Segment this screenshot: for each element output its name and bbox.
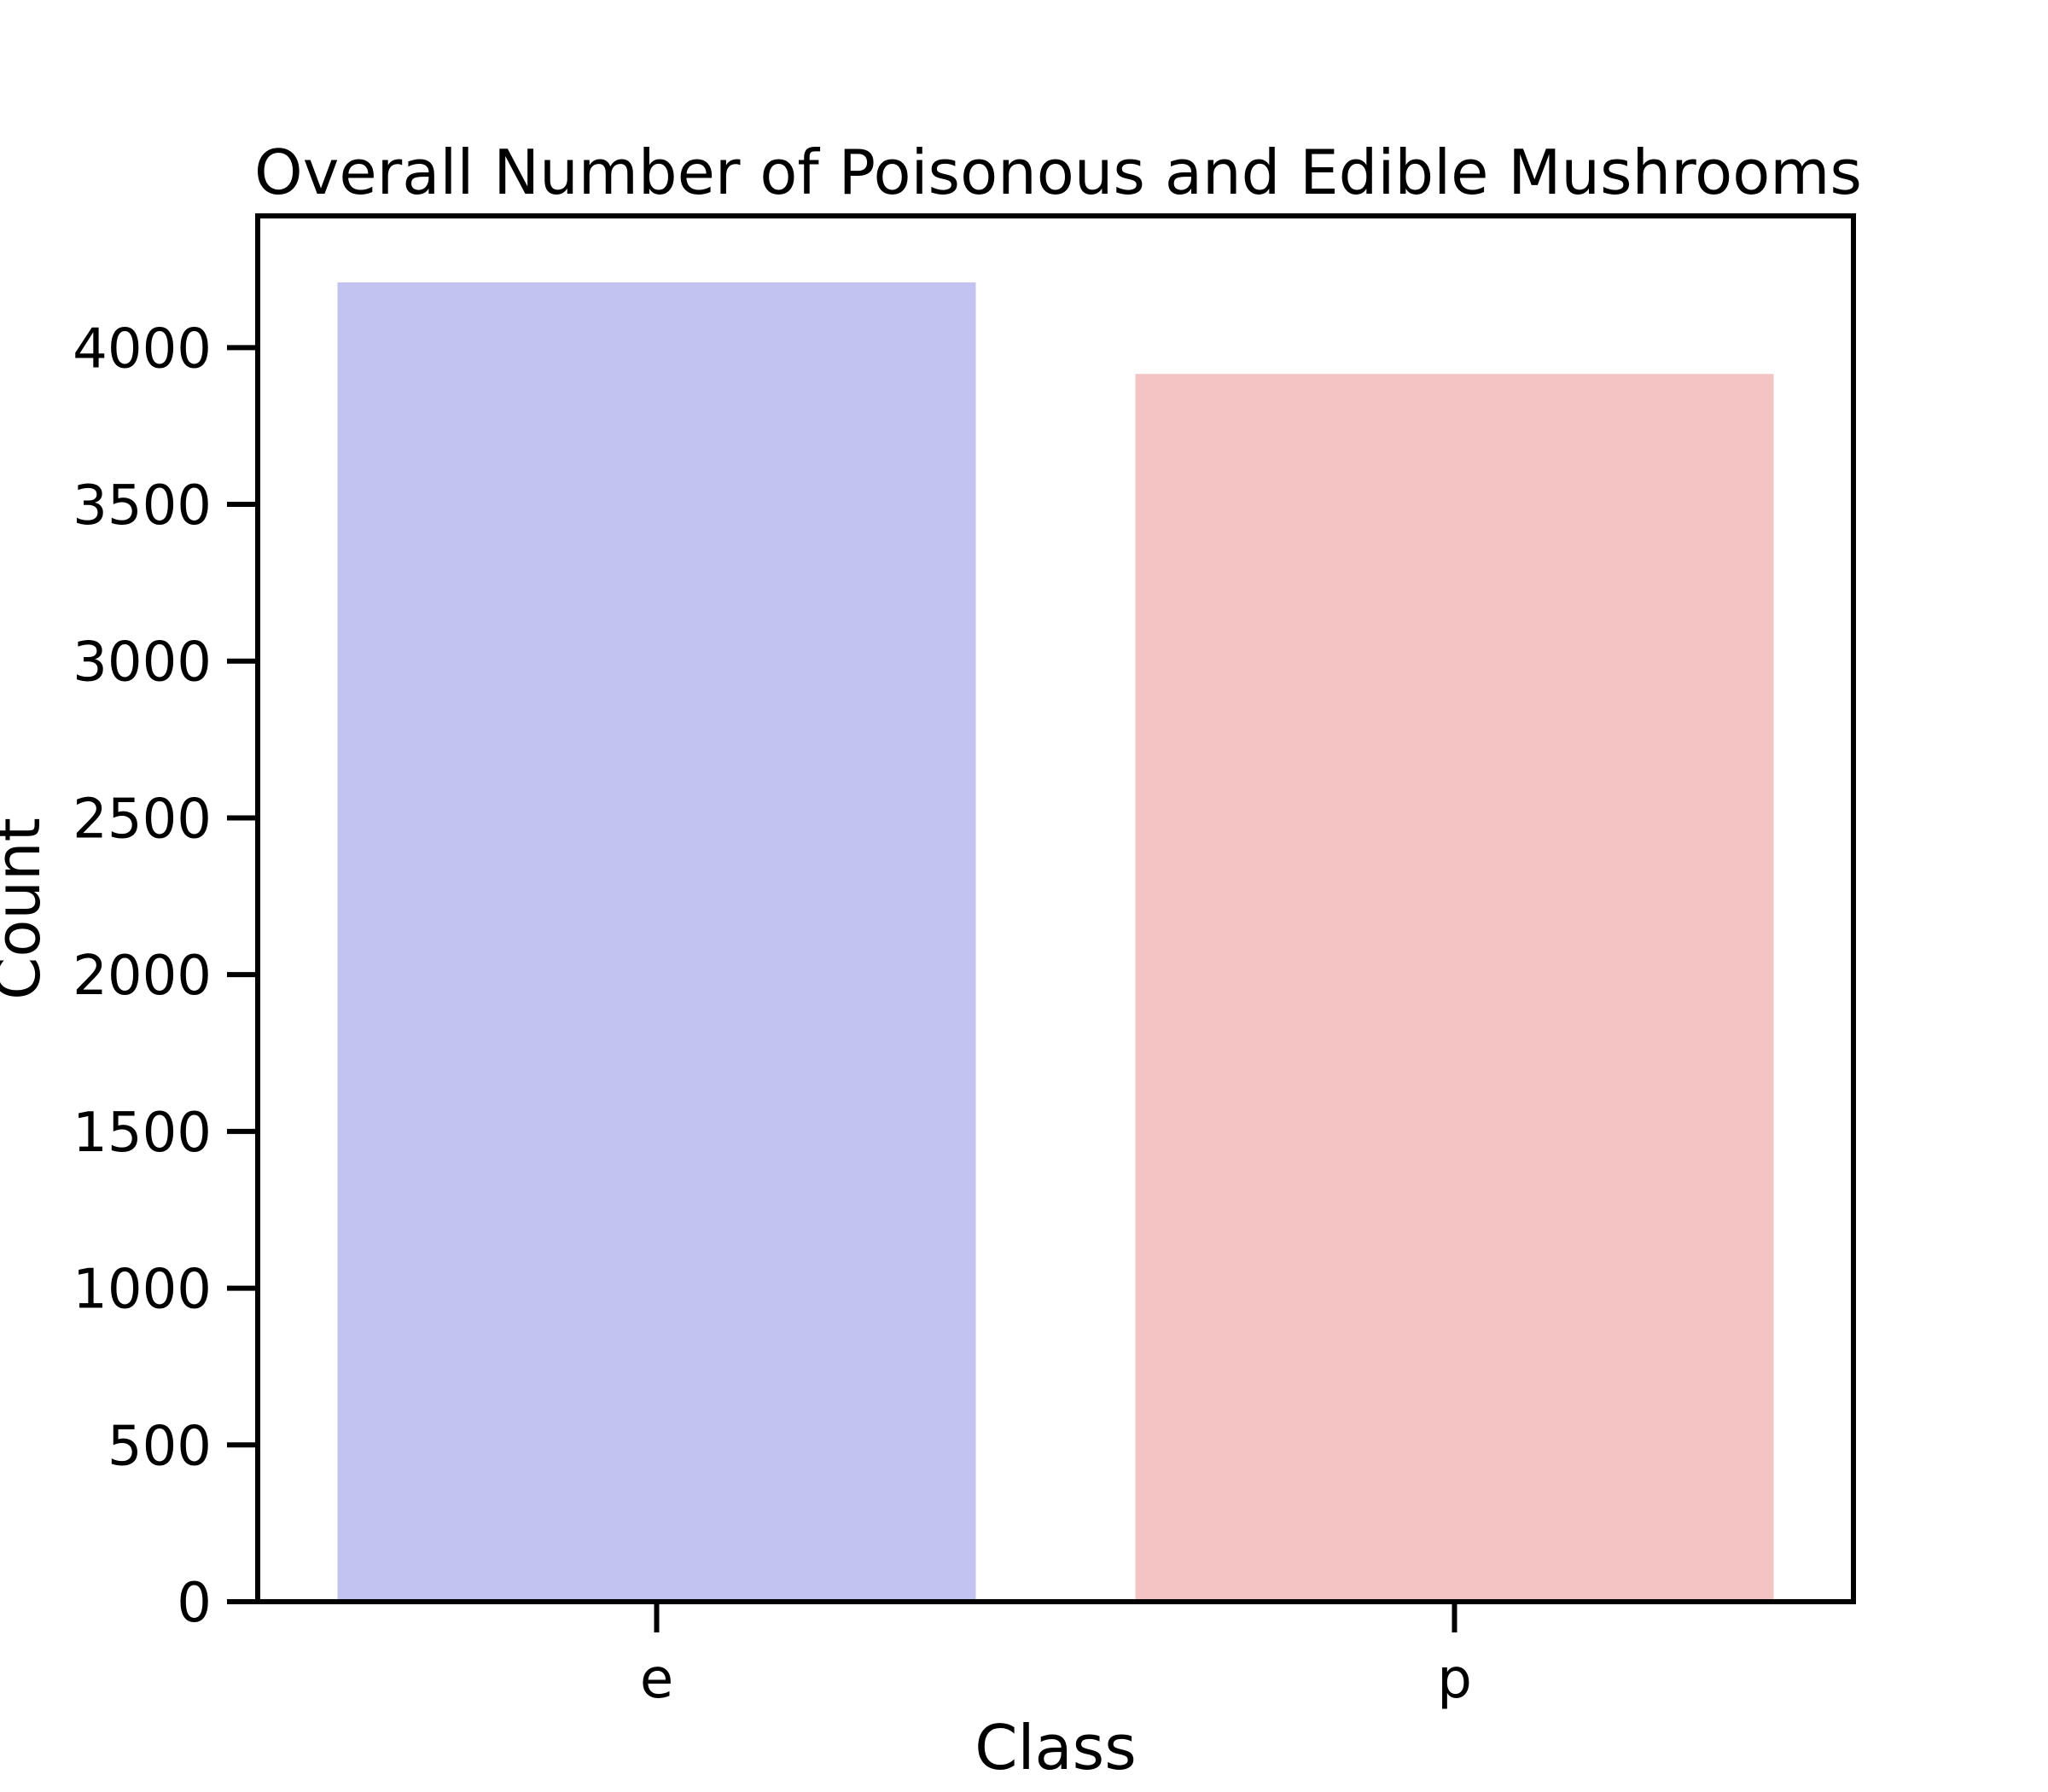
y-tick-label: 2000 (73, 945, 212, 1008)
y-tick-label: 1500 (73, 1102, 212, 1165)
y-tick-label: 3500 (73, 474, 212, 538)
bar-p (1135, 374, 1774, 1603)
y-tick-label: 0 (177, 1572, 212, 1635)
x-tick-label: p (1437, 1648, 1472, 1711)
x-axis-label: Class (975, 1712, 1136, 1783)
chart-title: Overall Number of Poisonous and Edible M… (254, 137, 1862, 208)
y-axis-label: Count (0, 817, 54, 1000)
y-axis-ticks: 0 500 1000 1500 2000 2500 3000 3500 4000 (73, 317, 258, 1635)
plot-frame (255, 213, 1856, 1604)
bars-group (337, 282, 1774, 1603)
y-tick-label: 2500 (73, 788, 212, 851)
y-tick-label: 500 (108, 1415, 212, 1478)
bar-e (337, 282, 976, 1602)
y-tick-label: 4000 (73, 317, 212, 381)
y-tick-label: 3000 (73, 631, 212, 695)
x-tick-label: e (640, 1648, 673, 1711)
y-tick-label: 1000 (73, 1259, 212, 1322)
